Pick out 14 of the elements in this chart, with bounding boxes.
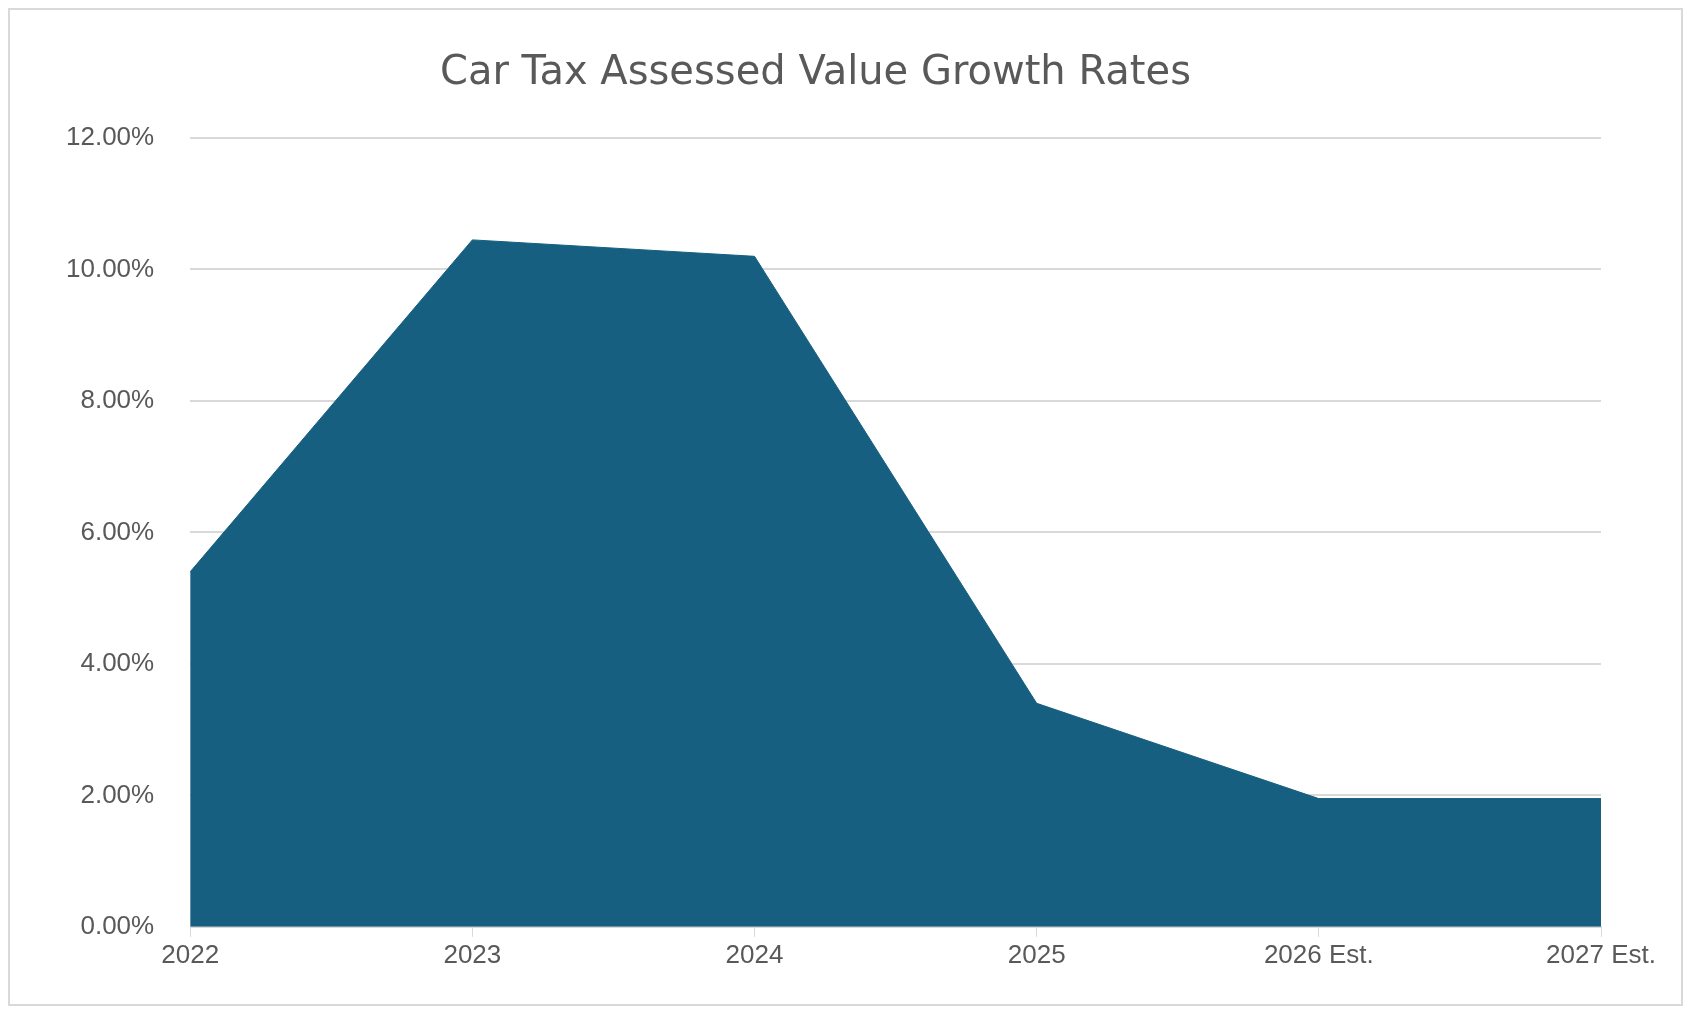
y-tick-label: 12.00% [65,121,155,152]
x-tick-label: 2024 [725,938,784,969]
x-tick-label: 2025 [1007,938,1066,969]
y-tick-label: 6.00% [80,515,155,546]
y-tick-label: 10.00% [65,252,155,283]
x-tick-label: 2026 Est. [1263,938,1374,969]
x-tick-label: 2027 Est. [1546,938,1656,969]
chart-title: Car Tax Assessed Value Growth Rates [440,47,1191,94]
y-tick-label: 2.00% [80,778,155,809]
y-tick-label: 4.00% [80,647,155,678]
y-tick-label: 0.00% [80,909,155,940]
y-tick-label: 8.00% [80,384,155,415]
x-tick-label: 2023 [443,938,502,969]
x-tick-label: 2022 [161,938,220,969]
